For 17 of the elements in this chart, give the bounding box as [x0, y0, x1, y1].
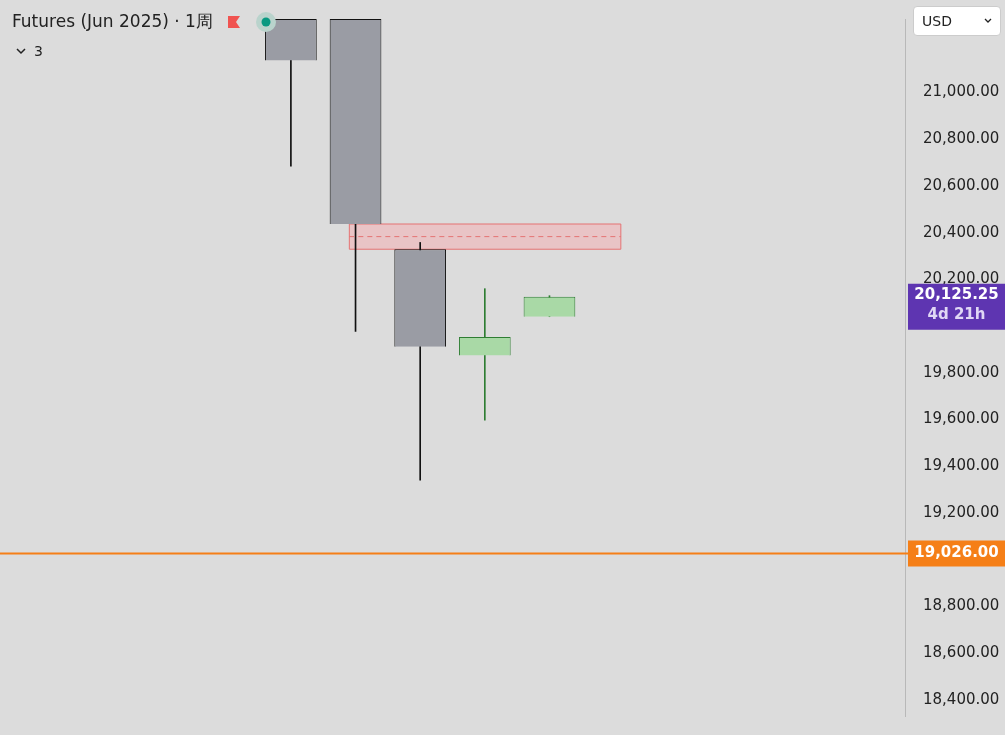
ref-line-label: 19,026.00 [914, 543, 999, 562]
y-tick-label: 19,800.00 [923, 362, 1000, 381]
y-tick-label: 18,600.00 [923, 642, 1000, 661]
y-tick-label: 19,400.00 [923, 456, 1000, 475]
annotation: 3 [34, 43, 43, 59]
currency-selector: USD [913, 6, 1001, 36]
y-tick-label: 18,400.00 [923, 689, 1000, 708]
y-tick-label: 19,200.00 [923, 502, 1000, 521]
y-tick-label: 18,800.00 [923, 596, 1000, 615]
y-tick-label: 20,800.00 [923, 129, 1000, 148]
y-tick-label: 20,600.00 [923, 175, 1000, 194]
y-tick-label: 19,600.00 [923, 409, 1000, 428]
candlestick [458, 288, 511, 421]
chart-title: Futures (Jun 2025) · 1周 [12, 10, 213, 33]
y-tick-label: 20,400.00 [923, 222, 1000, 241]
y-tick-label: 21,000.00 [923, 82, 1000, 101]
text: 4d 21h [927, 304, 986, 323]
